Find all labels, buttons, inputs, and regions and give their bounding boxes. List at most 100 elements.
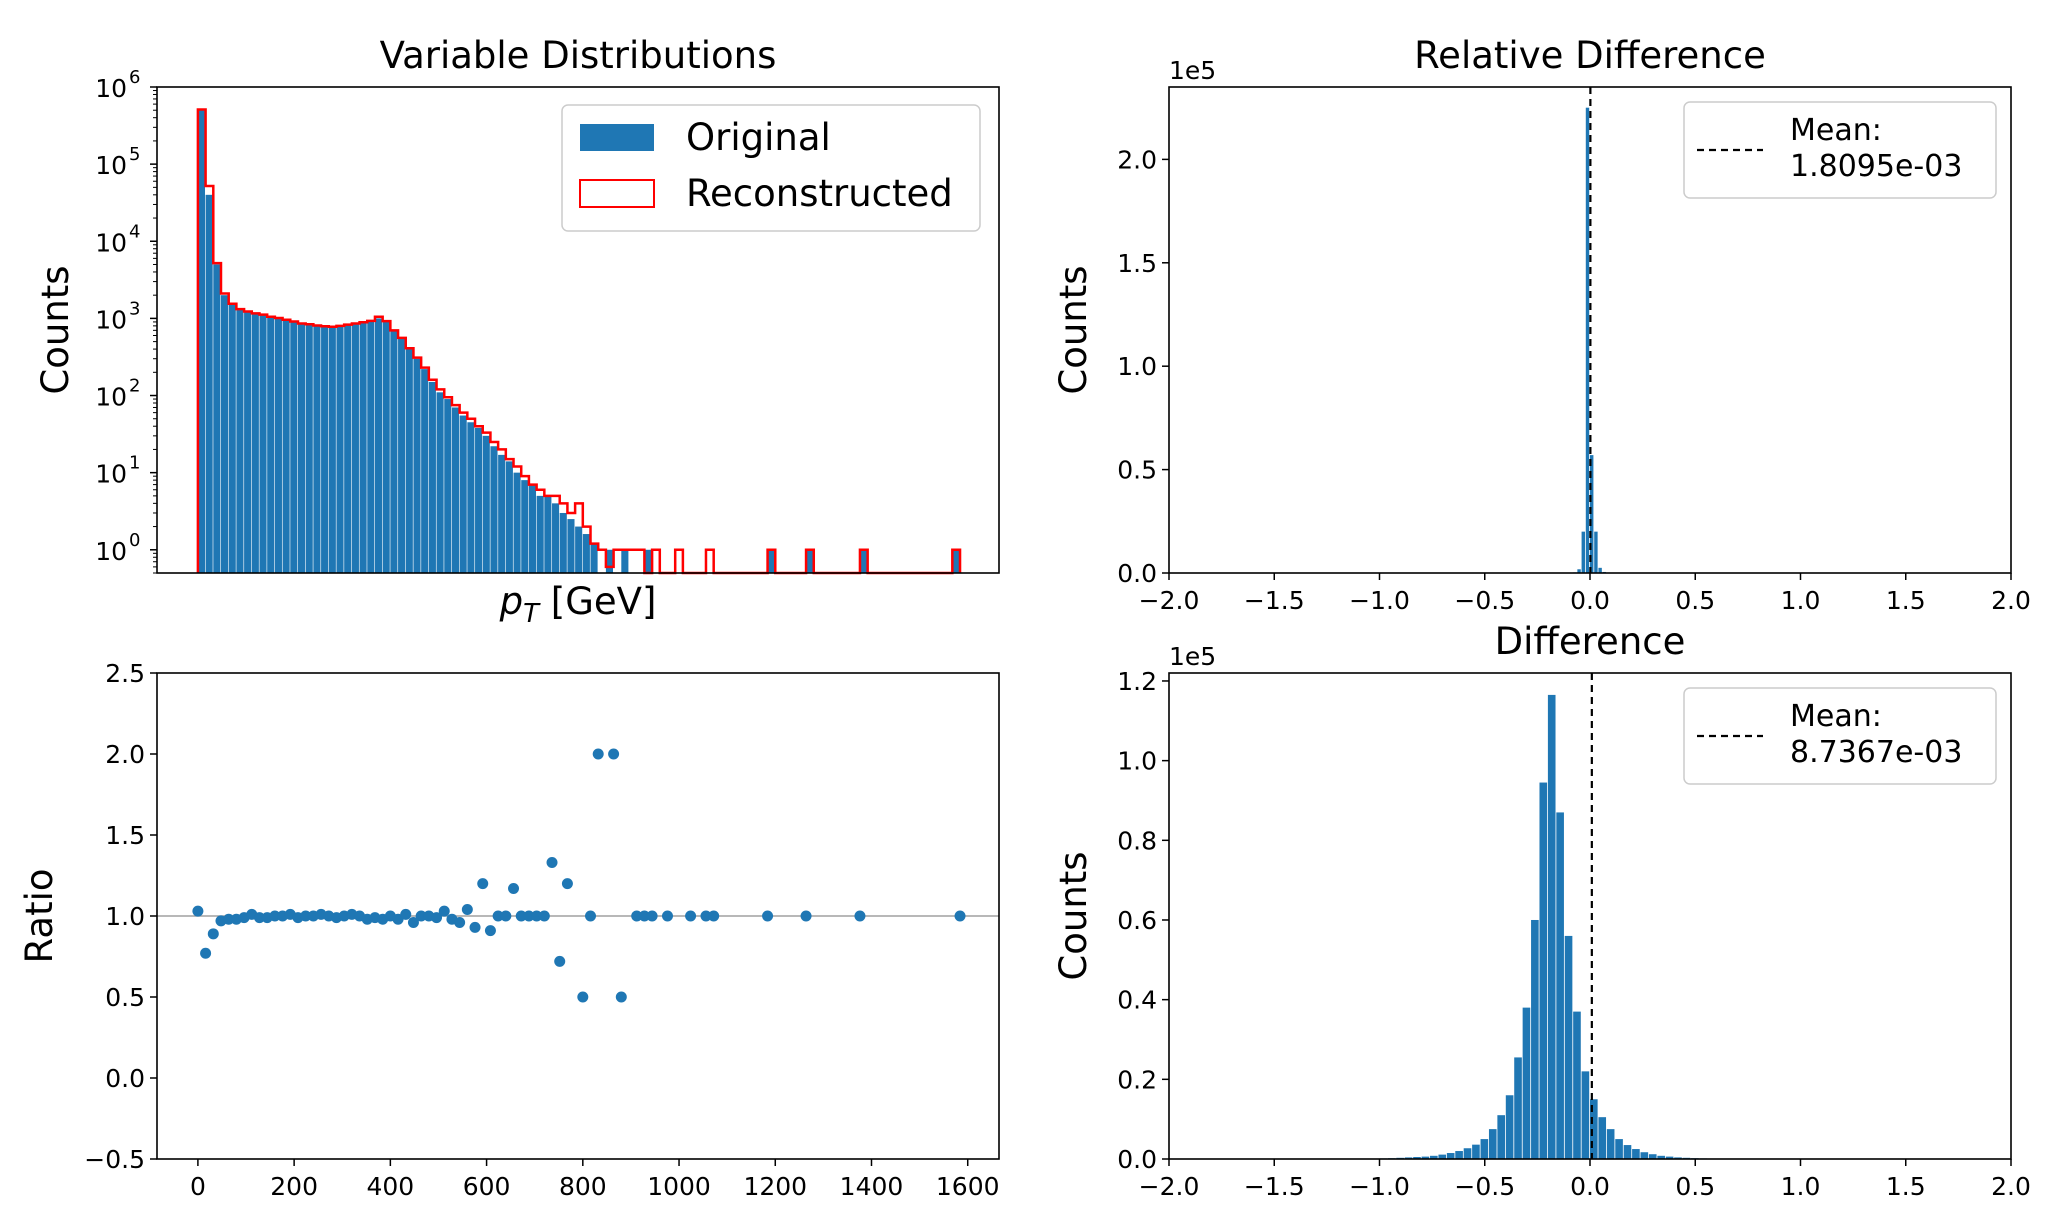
dist-bar <box>290 321 298 573</box>
ratio-ytick-label: 2.5 <box>105 659 145 688</box>
diff-bar <box>1573 1011 1581 1159</box>
ratio-xtick-label: 600 <box>463 1172 511 1201</box>
ratio-point <box>531 910 543 922</box>
reldiff-xtick-label: 1.5 <box>1886 586 1926 615</box>
diff-bar <box>1615 1139 1623 1159</box>
ratio-point <box>415 910 427 922</box>
ratio-point <box>207 928 219 940</box>
ratio-x-ticks: 0 200 400 600 800 1000 1200 1400 1600 <box>190 1159 1000 1201</box>
dist-ytick-label: 10 <box>95 74 127 103</box>
dist-bar <box>197 108 205 574</box>
ratio-point <box>700 910 712 922</box>
dist-bar <box>513 472 521 573</box>
diff-ytick-label: 1.2 <box>1117 667 1157 696</box>
ratio-ytick-label: 0.5 <box>105 983 145 1012</box>
dist-bar <box>413 358 421 573</box>
diff-bar <box>1657 1155 1665 1159</box>
dist-bar <box>228 304 236 573</box>
diff-bar <box>1623 1145 1632 1159</box>
dist-bar <box>251 313 259 573</box>
ratio-point <box>615 991 627 1003</box>
diff-ytick-label: 0.6 <box>1117 906 1157 935</box>
diff-bar <box>1531 919 1539 1159</box>
diff-ytick-label: 0.8 <box>1117 826 1157 855</box>
ratio-point <box>515 910 527 922</box>
ratio-point <box>854 910 866 922</box>
ratio-point <box>523 910 535 922</box>
dist-bar <box>605 549 614 573</box>
dist-bar <box>336 325 344 573</box>
dist-legend-reconstructed: Reconstructed <box>686 172 953 215</box>
ratio-ytick-label: 1.5 <box>105 821 145 850</box>
dist-ytick-label: 10 <box>95 460 127 489</box>
diff-bar <box>1581 1071 1590 1159</box>
diff-xtick-label: −1.0 <box>1349 1172 1410 1201</box>
reldiff-legend-box <box>1683 101 1997 199</box>
diff-panel: Difference 1e5 −2.0 −1.5 −1.0 −0.5 0.0 0.5 1.0… <box>1052 620 2031 1201</box>
ratio-point <box>685 910 697 922</box>
ratio-point <box>538 910 550 922</box>
dist-bar <box>575 526 583 573</box>
dist-legend-swatch-reconstructed <box>579 179 655 208</box>
diff-bar <box>1421 1156 1430 1159</box>
diff-bar <box>1480 1139 1489 1159</box>
reldiff-xtick-label: −1.0 <box>1349 586 1410 615</box>
diff-bar <box>1505 1095 1514 1159</box>
dist-ytick-label: 10 <box>95 383 127 412</box>
dist-ytick-exp: 6 <box>129 67 140 88</box>
diff-bar <box>1472 1144 1480 1159</box>
ratio-point <box>200 947 212 959</box>
dist-bar <box>621 549 629 573</box>
ratio-point <box>646 910 658 922</box>
ratio-ytick-label: −0.5 <box>84 1145 145 1174</box>
diff-bar <box>1446 1153 1455 1159</box>
diff-bar <box>1413 1157 1421 1159</box>
diff-bar <box>1430 1155 1438 1159</box>
reldiff-bar <box>1590 455 1594 573</box>
dist-bar <box>451 407 460 573</box>
diff-bar <box>1514 1057 1522 1159</box>
dist-ytick-exp: 4 <box>129 221 140 242</box>
dist-bar <box>859 549 868 573</box>
reldiff-xtick-label: 0.5 <box>1675 586 1715 615</box>
diff-xtick-label: −2.0 <box>1139 1172 1200 1201</box>
ratio-point <box>608 748 620 760</box>
diff-bar <box>1598 1117 1607 1159</box>
dist-bar <box>297 323 306 573</box>
ratio-points <box>192 748 966 1003</box>
dist-bar <box>259 315 267 573</box>
diff-bar <box>1488 1129 1497 1159</box>
ratio-point <box>708 910 720 922</box>
diff-xtick-label: 2.0 <box>1991 1172 2031 1201</box>
ratio-point <box>431 912 443 924</box>
dist-bar <box>552 503 560 573</box>
diff-bar <box>1547 694 1556 1159</box>
ratio-point <box>800 910 812 922</box>
ratio-ytick-label: 0.0 <box>105 1064 145 1093</box>
dist-bar <box>220 295 229 573</box>
reldiff-ytick-label: 0.5 <box>1117 456 1157 485</box>
diff-ytick-label: 1.0 <box>1117 747 1157 776</box>
dist-bar <box>521 480 529 573</box>
ratio-xtick-label: 0 <box>190 1172 206 1201</box>
diff-bar <box>1640 1152 1649 1159</box>
diff-xtick-label: 0.5 <box>1675 1172 1715 1201</box>
ratio-point <box>484 925 496 937</box>
dist-bar <box>367 321 375 573</box>
ratio-xtick-label: 1400 <box>840 1172 904 1201</box>
dist-bar <box>405 349 413 573</box>
ratio-xtick-label: 800 <box>559 1172 607 1201</box>
diff-bar <box>1497 1115 1505 1159</box>
dist-bar <box>498 454 506 573</box>
reldiff-xtick-label: 1.0 <box>1781 586 1821 615</box>
dist-ylabel: Counts <box>34 265 77 394</box>
diff-xtick-label: −1.5 <box>1244 1172 1305 1201</box>
dist-bar <box>421 369 429 573</box>
dist-bar <box>244 312 252 573</box>
dist-bar <box>482 435 490 573</box>
ratio-xtick-label: 400 <box>366 1172 414 1201</box>
dist-bar <box>321 325 329 573</box>
dist-bar <box>351 323 359 573</box>
